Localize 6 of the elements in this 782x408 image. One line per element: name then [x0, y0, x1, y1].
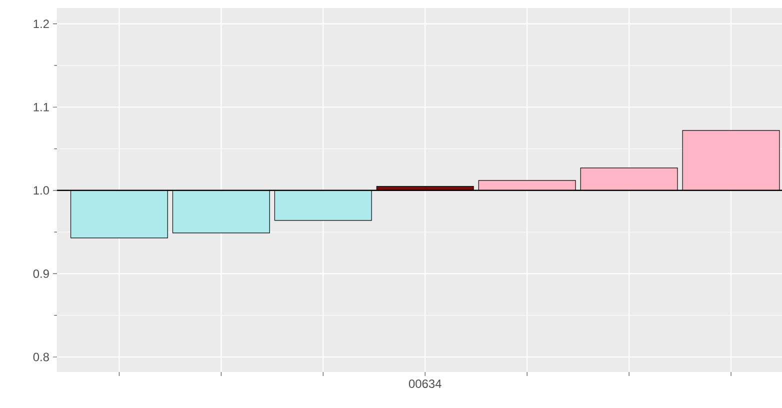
y-tick-label: 0.8: [33, 352, 49, 362]
y-tick-label: 1.1: [34, 103, 49, 112]
y-tick-label: 1.2: [34, 20, 49, 28]
x-tick-label: 00634: [408, 380, 442, 388]
y-tick-label: 0.9: [33, 269, 49, 278]
y-tick-label: 1.0: [34, 186, 50, 195]
